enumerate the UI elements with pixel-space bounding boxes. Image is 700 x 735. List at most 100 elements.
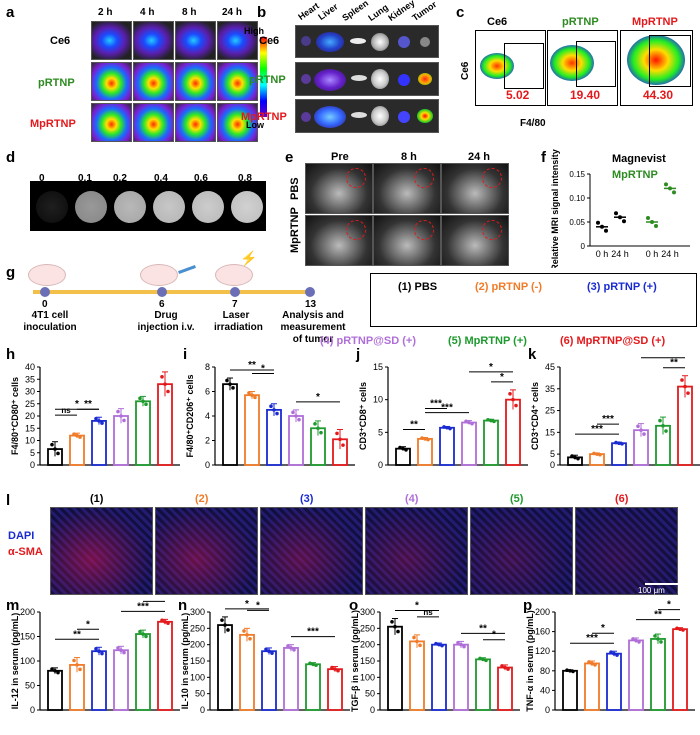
mri-time-8h: 8 h (401, 151, 417, 163)
y-tick-label: 50 (365, 689, 375, 699)
significance-label: ns (61, 406, 71, 415)
panel-label-m: m (6, 597, 20, 614)
significance-label: *** (430, 398, 442, 409)
significance-label: * (415, 601, 419, 612)
data-point (116, 646, 120, 650)
data-point (486, 417, 490, 422)
data-point (423, 437, 427, 441)
mri-row-mprtnp: MpRTNP (289, 207, 301, 253)
significance-label: * (245, 600, 249, 610)
data-point (445, 425, 449, 430)
legend-magnevist: Magnevist (612, 153, 666, 165)
data-point (138, 629, 142, 634)
data-point (166, 389, 170, 394)
data-point (592, 451, 596, 456)
data-point (231, 386, 235, 390)
x-tick-label: 0 h (596, 249, 609, 259)
data-point (434, 641, 438, 646)
data-point (678, 627, 682, 631)
significance-label: * (86, 619, 90, 630)
bar (387, 625, 403, 711)
legend-item: (6) MpRTNP@SD (+) (560, 335, 666, 347)
mouse-icon (215, 264, 253, 286)
panel-label-n: n (178, 597, 188, 614)
mri-image (305, 215, 373, 266)
significance-label: ns (423, 608, 433, 617)
ivis-image (217, 21, 258, 60)
data-point (415, 639, 419, 644)
data-point (97, 419, 101, 423)
data-point (511, 397, 515, 402)
data-point (604, 228, 608, 233)
legend-item: (4) pRTNP@SD (+) (320, 335, 416, 347)
y-tick-label: 5 (550, 449, 555, 459)
phantom-circle (231, 191, 263, 223)
tumor-circle (414, 168, 434, 188)
y-tick-label: 160 (535, 627, 550, 637)
mri-image (441, 163, 509, 214)
significance-label: ** (654, 610, 662, 621)
data-point (478, 656, 482, 661)
data-point (672, 190, 676, 195)
data-point (253, 395, 257, 400)
step-label: Drug injection i.v. (137, 310, 195, 333)
data-point (576, 456, 580, 461)
mri-image (441, 215, 509, 266)
data-point (442, 425, 446, 429)
panel-label-j: j (356, 346, 361, 363)
y-tick-label: 35 (545, 384, 555, 394)
data-point (614, 440, 618, 445)
group-label: (2) (195, 493, 209, 505)
y-axis-label: F4/80⁺CD80⁺ cells (10, 377, 20, 455)
data-point (639, 428, 643, 432)
flow-title-mprtnp: MpRTNP (632, 16, 678, 28)
data-point (56, 451, 60, 456)
mouse-icon (28, 264, 66, 286)
data-point (72, 658, 76, 663)
data-point (615, 653, 619, 657)
step-num: 6 (159, 299, 165, 310)
scalebar (645, 583, 681, 585)
fluorescence-image (365, 507, 468, 595)
significance-label: * (601, 623, 605, 634)
data-point (53, 447, 57, 451)
data-point (668, 186, 672, 191)
bar (305, 663, 321, 711)
data-point (122, 418, 126, 423)
data-point (440, 643, 444, 648)
data-point (291, 410, 295, 415)
data-point (163, 382, 167, 386)
bar (135, 633, 151, 711)
bar (327, 668, 343, 711)
bar (135, 400, 151, 466)
flow-plot: 5.02 (475, 30, 546, 106)
group-label: (3) (300, 493, 314, 505)
step-label: Laser irradiation (214, 310, 263, 333)
significance-label: * (316, 392, 320, 403)
data-point (242, 629, 246, 633)
data-point (659, 640, 663, 644)
time-4h: 4 h (140, 7, 155, 18)
fluorescence-image (50, 507, 153, 595)
ivis-image (91, 62, 132, 101)
data-point (56, 670, 60, 675)
y-axis-label: IL-10 in serum (pg/mL) (180, 613, 190, 710)
y-tick-label: 20 (25, 411, 35, 421)
data-point (587, 660, 591, 664)
y-tick-label: 120 (535, 646, 550, 656)
legend-item: (5) MpRTNP (+) (448, 335, 527, 347)
y-tick-label: 200 (190, 640, 205, 650)
data-point (75, 663, 79, 667)
y-tick-label: 40 (540, 685, 550, 695)
y-tick-label: 35 (25, 374, 35, 384)
concentration-label: 0.6 (194, 173, 208, 184)
data-point (646, 216, 650, 220)
phantom-circle (192, 191, 224, 223)
data-point (467, 420, 471, 425)
significance-label: *** (307, 627, 319, 638)
mri-time-24h: 24 h (468, 151, 491, 163)
y-tick-label: 40 (25, 362, 35, 372)
data-point (686, 391, 690, 395)
organ-liver: Liver (316, 1, 340, 22)
